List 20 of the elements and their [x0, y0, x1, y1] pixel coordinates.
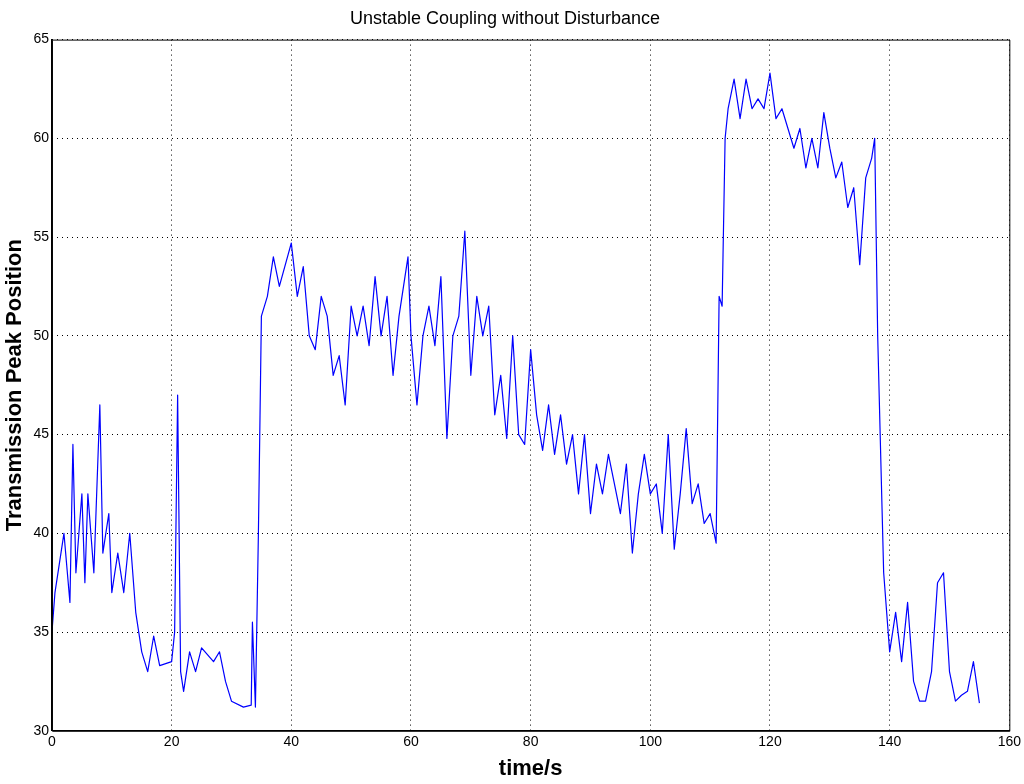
- y-axis-title: Transmission Peak Position: [1, 239, 27, 532]
- x-tick-label: 40: [283, 733, 300, 750]
- y-tick-label: 50: [33, 326, 50, 343]
- x-tick-label: 100: [638, 733, 663, 750]
- y-tick-label: 45: [33, 425, 50, 442]
- y-tick-label: 35: [33, 622, 50, 639]
- y-tick-label: 40: [33, 524, 50, 541]
- x-tick-label: 120: [758, 733, 782, 750]
- x-tick-label: 20: [163, 733, 180, 750]
- x-tick-label: 80: [522, 733, 539, 750]
- y-tick-label: 55: [33, 227, 50, 244]
- x-tick-label: 60: [403, 733, 419, 750]
- x-tick-label: 0: [48, 733, 57, 750]
- y-tick-label: 65: [33, 30, 50, 47]
- x-axis-title: time/s: [498, 754, 563, 780]
- x-tick-label: 140: [877, 733, 902, 750]
- y-tick-label: 60: [33, 129, 50, 146]
- y-tick-label: 30: [33, 721, 50, 738]
- chart-title: Unstable Coupling without Disturbance: [349, 7, 661, 28]
- x-tick-label: 160: [997, 733, 1022, 750]
